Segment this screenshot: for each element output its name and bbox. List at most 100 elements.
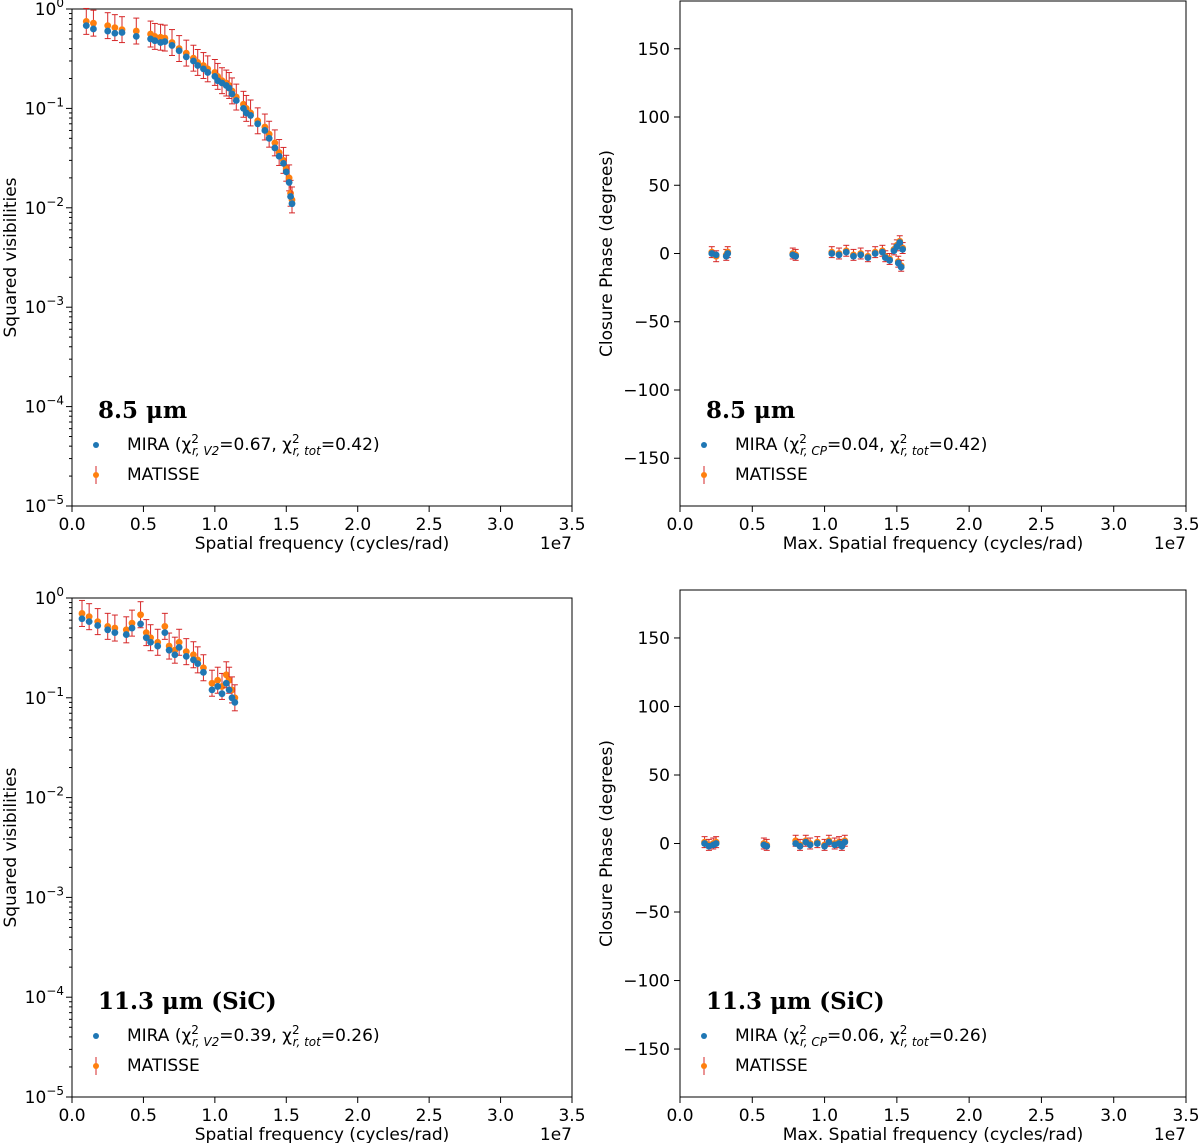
mira-point [85, 618, 93, 626]
mira-point [287, 193, 294, 200]
y-tick-label: 10−4 [25, 984, 64, 1008]
x-tick-label: 3.5 [1172, 1106, 1199, 1126]
y-tick-label: 0 [659, 835, 670, 855]
matisse-point [122, 626, 130, 634]
y-tick-label: −100 [623, 381, 670, 401]
mira-point [265, 134, 273, 142]
mira-point [254, 120, 262, 128]
x-tick-label: 0.5 [739, 1106, 766, 1126]
plot-frame [71, 8, 573, 507]
mira-point [132, 33, 140, 40]
wavelength-annotation: 8.5 μm [706, 397, 795, 424]
y-axis-label: Squared visibilities [1, 177, 21, 337]
mira-point [82, 22, 90, 30]
mira-point [897, 263, 905, 271]
mira-point [282, 168, 290, 176]
legend-mira-label: MIRA (χ2 r, V2=0.67, χ2 r, tot=0.42) [127, 432, 380, 458]
legend-mira-marker [93, 1033, 99, 1039]
y-tick-label: 150 [638, 629, 670, 649]
x-offset-label: 1e7 [1154, 534, 1186, 554]
matisse-point [222, 671, 230, 679]
mira-point [857, 251, 865, 259]
mira-point [225, 84, 233, 92]
mira-point [171, 651, 179, 659]
mira-point [147, 638, 154, 646]
mira-point [285, 179, 293, 186]
x-tick-label: 0.0 [666, 515, 693, 535]
mira-point [763, 842, 771, 850]
x-tick-label: 3.5 [558, 515, 585, 535]
x-tick-label: 1.5 [273, 1106, 300, 1126]
x-tick-label: 1.5 [273, 515, 300, 535]
mira-point [271, 144, 279, 152]
y-tick-label: −100 [623, 972, 670, 992]
legend-mira-label: MIRA (χ2 r, V2=0.39, χ2 r, tot=0.26) [127, 1023, 380, 1049]
y-tick-label: −50 [634, 903, 670, 923]
mira-point [194, 660, 202, 668]
y-axis-label: Closure Phase (degrees) [597, 740, 617, 947]
x-tick-label: 1.0 [201, 515, 228, 535]
matisse-point [104, 22, 112, 30]
mira-point [204, 69, 212, 76]
y-tick-label: 10−1 [25, 95, 64, 119]
mira-point [111, 29, 119, 37]
y-tick-label: 10−1 [25, 685, 64, 709]
mira-point [118, 29, 126, 36]
mira-point [154, 642, 162, 650]
mira-point [214, 683, 222, 690]
plot-frame [679, 589, 1187, 1098]
x-tick-label: 2.5 [416, 515, 443, 535]
legend-matisse-marker [93, 472, 99, 478]
mira-point [879, 248, 886, 256]
wavelength-annotation: 11.3 μm (SiC) [98, 988, 277, 1015]
matisse-point [271, 139, 279, 147]
mira-point [835, 251, 843, 259]
matisse-point [161, 622, 169, 630]
x-axis-label: Max. Spatial frequency (cycles/rad) [783, 1125, 1084, 1143]
matisse-point [208, 679, 216, 687]
mira-point [821, 842, 828, 850]
legend-matisse-label: MATISSE [735, 465, 808, 485]
x-tick-label: 2.0 [956, 1106, 983, 1126]
x-offset-label: 1e7 [540, 1125, 572, 1143]
plot-frame [71, 597, 573, 1098]
mira-point [813, 840, 821, 847]
mira-point [825, 838, 833, 846]
y-tick-label: 100 [35, 585, 64, 609]
panel-top-left: 0.0 0.5 1.0 1.5 2.0 2.5 3.0 3.5 100 10−1 10−2 10−3 1… [1, 0, 586, 554]
mira-point [104, 626, 112, 634]
legend-mira-marker [93, 442, 99, 448]
matisse-point [182, 648, 190, 656]
x-tick-label: 1.0 [811, 515, 838, 535]
mira-point [78, 615, 86, 623]
mira-point [247, 112, 254, 119]
mira-point [228, 90, 236, 98]
x-offset-label: 1e7 [540, 534, 572, 554]
mira-point [796, 842, 804, 850]
mira-point [94, 622, 102, 629]
mira-point [175, 643, 183, 651]
mira-point [175, 47, 183, 55]
panel-bottom-right: 0.0 0.5 1.0 1.5 2.0 2.5 3.0 3.5 150 100 50 0 −50 −100… [597, 589, 1200, 1143]
mira-point [218, 690, 226, 698]
y-tick-label: 100 [35, 0, 64, 20]
mira-point [712, 251, 720, 259]
x-axis-label: Max. Spatial frequency (cycles/rad) [783, 534, 1084, 554]
legend-mira-label: MIRA (χ2 r, CP=0.06, χ2 r, tot=0.26) [735, 1023, 987, 1049]
mira-point [792, 252, 800, 260]
mira-point [842, 248, 850, 256]
mira-point [194, 62, 202, 69]
legend-mira-marker [701, 442, 707, 448]
mira-point [899, 246, 907, 253]
x-axis-label: Spatial frequency (cycles/rad) [195, 1125, 450, 1143]
matisse-point [132, 27, 140, 35]
y-tick-label: 10−3 [25, 884, 64, 908]
mira-point [137, 620, 144, 628]
wavelength-annotation: 11.3 μm (SiC) [706, 988, 885, 1015]
matisse-point [214, 676, 222, 684]
matisse-point [142, 629, 150, 637]
mira-point [165, 646, 173, 654]
y-tick-label: −150 [623, 1040, 670, 1060]
mira-point [231, 698, 239, 706]
legend-matisse-marker [701, 472, 707, 478]
